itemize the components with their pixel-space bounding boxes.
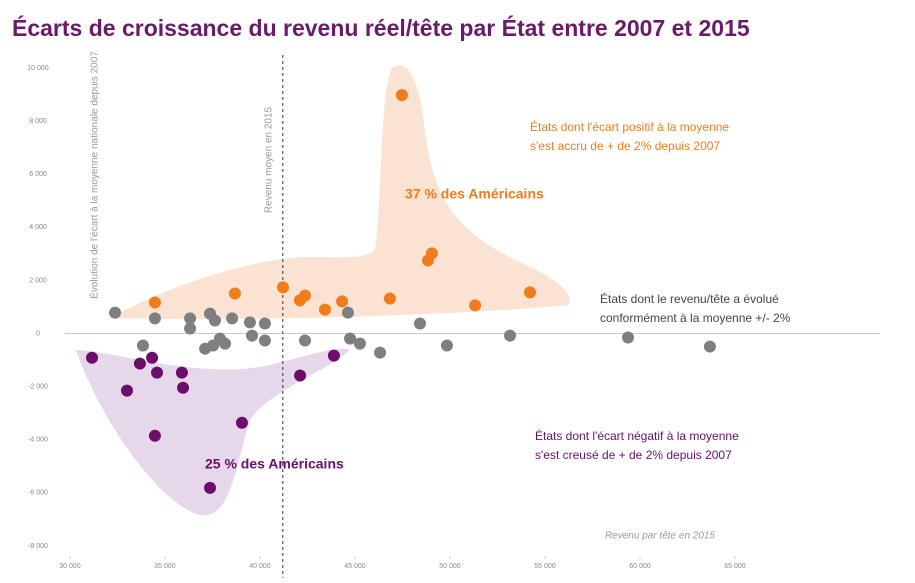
point: [703, 340, 716, 353]
point: [299, 289, 312, 302]
point: [204, 481, 217, 494]
point: [469, 299, 482, 312]
x-tick-label: 55 000: [534, 563, 556, 570]
y-tick-label: 4 000: [29, 224, 47, 231]
y-tick-label: 10 000: [27, 65, 49, 72]
x-tick-label: 50 000: [439, 563, 461, 570]
positive-zone: [110, 65, 570, 319]
mean-label: Revenu moyen en 2015: [263, 106, 274, 213]
annotation: 25 % des Américains: [205, 456, 344, 472]
y-axis-title: Évolution de l'écart à la moyenne nation…: [88, 51, 101, 299]
x-tick-label: 40 000: [249, 563, 271, 570]
point: [184, 322, 197, 335]
annotation: États dont le revenu/tête a évolué: [600, 291, 779, 306]
point: [294, 369, 307, 382]
point: [336, 295, 349, 308]
point: [318, 303, 331, 316]
y-tick-label: -8 000: [28, 543, 48, 550]
x-tick-label: 65 000: [724, 563, 746, 570]
x-tick-label: 30 000: [59, 563, 81, 570]
point: [219, 337, 232, 350]
point: [86, 351, 99, 364]
y-tick-label: -4 000: [28, 437, 48, 444]
point: [504, 329, 517, 342]
y-tick-label: 8 000: [29, 118, 47, 125]
point: [177, 381, 190, 394]
point: [109, 306, 122, 319]
annotation: 37 % des Américains: [405, 186, 544, 202]
point: [440, 339, 453, 352]
x-axis-title: Revenu par tête en 2015: [605, 531, 716, 542]
point: [208, 314, 221, 327]
point: [246, 329, 259, 342]
point: [374, 346, 387, 359]
point: [148, 296, 161, 309]
point: [136, 339, 149, 352]
point: [121, 384, 133, 397]
point: [344, 332, 357, 345]
annotation: États dont l'écart positif à la moyenne: [530, 119, 729, 134]
point: [258, 317, 271, 330]
y-tick-label: 0: [36, 330, 40, 337]
point: [395, 89, 408, 102]
point: [425, 247, 438, 260]
point: [413, 317, 426, 330]
y-tick-label: -2 000: [28, 384, 48, 391]
point: [622, 331, 635, 344]
point: [243, 316, 256, 329]
negative-zone: [76, 348, 350, 516]
point: [353, 337, 366, 350]
point: [299, 334, 312, 347]
point: [175, 366, 188, 379]
point: [327, 349, 340, 362]
annotation: s'est creusé de + de 2% depuis 2007: [535, 448, 732, 462]
x-tick-label: 35 000: [154, 563, 176, 570]
y-tick-label: 6 000: [29, 171, 47, 178]
y-tick-label: 2 000: [29, 277, 47, 284]
annotation: conformément à la moyenne +/- 2%: [600, 311, 791, 325]
x-tick-label: 45 000: [344, 563, 366, 570]
point: [523, 286, 536, 299]
point: [148, 312, 161, 325]
chart-title: Écarts de croissance du revenu réel/tête…: [12, 14, 750, 41]
point: [383, 292, 396, 305]
point: [184, 312, 197, 325]
point: [341, 306, 354, 319]
point: [276, 281, 289, 294]
point: [146, 351, 159, 364]
point: [258, 334, 271, 347]
point: [133, 357, 146, 370]
point: [235, 416, 248, 429]
point: [148, 429, 161, 442]
x-tick-label: 60 000: [629, 563, 651, 570]
annotation: États dont l'écart négatif à la moyenne: [535, 428, 739, 443]
annotation: s'est accru de + de 2% depuis 2007: [530, 139, 720, 153]
point: [228, 287, 241, 300]
point: [207, 339, 220, 352]
point: [151, 366, 164, 379]
y-tick-label: -6 000: [28, 490, 48, 497]
point: [226, 312, 239, 325]
